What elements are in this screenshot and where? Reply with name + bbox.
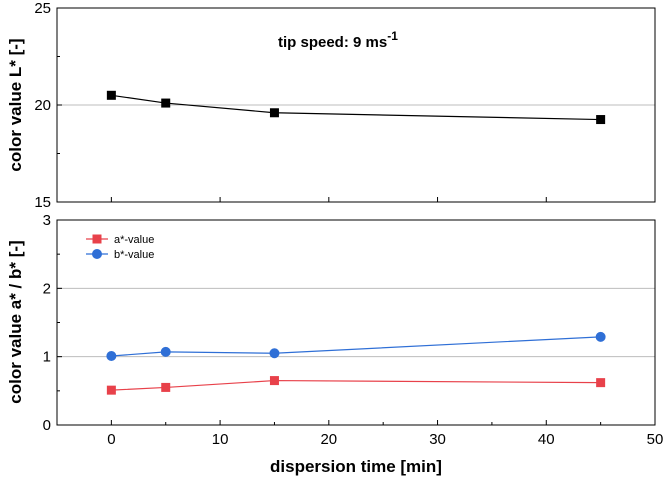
tip-speed-annotation: tip speed: 9 ms-1 <box>278 29 398 51</box>
data-point <box>161 98 171 108</box>
bottom-y-ticks: 0 1 2 3 <box>43 212 62 434</box>
data-point <box>269 108 279 118</box>
x-tick-label: 0 <box>107 431 115 448</box>
data-point <box>106 385 116 395</box>
bottom-panel: 0 1 2 3 0 10 20 30 40 50 color value a* / b* [-]… <box>6 212 663 476</box>
data-point <box>596 115 606 125</box>
top-y-axis-label: color value L* [-] <box>6 38 25 171</box>
legend-b-marker <box>92 249 102 259</box>
y-tick-label: 3 <box>43 212 51 229</box>
y-tick-label: 15 <box>34 194 51 211</box>
tip-speed-text: tip speed: 9 ms <box>278 34 387 51</box>
x-tick-label: 20 <box>320 431 337 448</box>
y-tick-label: 0 <box>43 417 51 434</box>
data-point <box>160 346 171 357</box>
top-panel: 15 20 25 color value L* [-] tip speed: 9 m… <box>6 0 656 211</box>
legend-a-label: a*-value <box>114 234 154 246</box>
bottom-gridlines <box>57 287 655 358</box>
legend-a-marker <box>92 234 102 244</box>
data-point <box>106 350 117 361</box>
data-point <box>596 378 606 388</box>
series-line <box>111 94 601 121</box>
data-point <box>161 382 171 392</box>
legend-b-label: b*-value <box>114 249 154 261</box>
x-axis-label: dispersion time [min] <box>270 457 442 476</box>
data-point <box>269 348 280 359</box>
y-tick-label: 1 <box>43 349 51 366</box>
data-point <box>106 90 116 100</box>
top-y-ticks: 15 20 25 <box>34 0 656 211</box>
y-tick-label: 2 <box>43 280 51 297</box>
legend: a*-value b*-value <box>86 234 154 261</box>
tip-speed-superscript: -1 <box>387 29 398 43</box>
data-point <box>595 331 606 342</box>
x-tick-label: 10 <box>212 431 229 448</box>
bottom-series <box>106 331 606 395</box>
x-tick-label: 40 <box>538 431 555 448</box>
x-tick-label: 50 <box>647 431 664 448</box>
y-tick-label: 20 <box>34 97 51 114</box>
bottom-y-axis-label: color value a* / b* [-] <box>6 240 25 403</box>
bottom-x-ticks: 0 10 20 30 40 50 <box>107 420 663 448</box>
x-tick-label: 30 <box>429 431 446 448</box>
data-point <box>269 376 279 386</box>
y-tick-label: 25 <box>34 0 51 17</box>
top-series <box>106 90 606 125</box>
series-line <box>111 379 601 391</box>
series-line <box>111 336 601 357</box>
